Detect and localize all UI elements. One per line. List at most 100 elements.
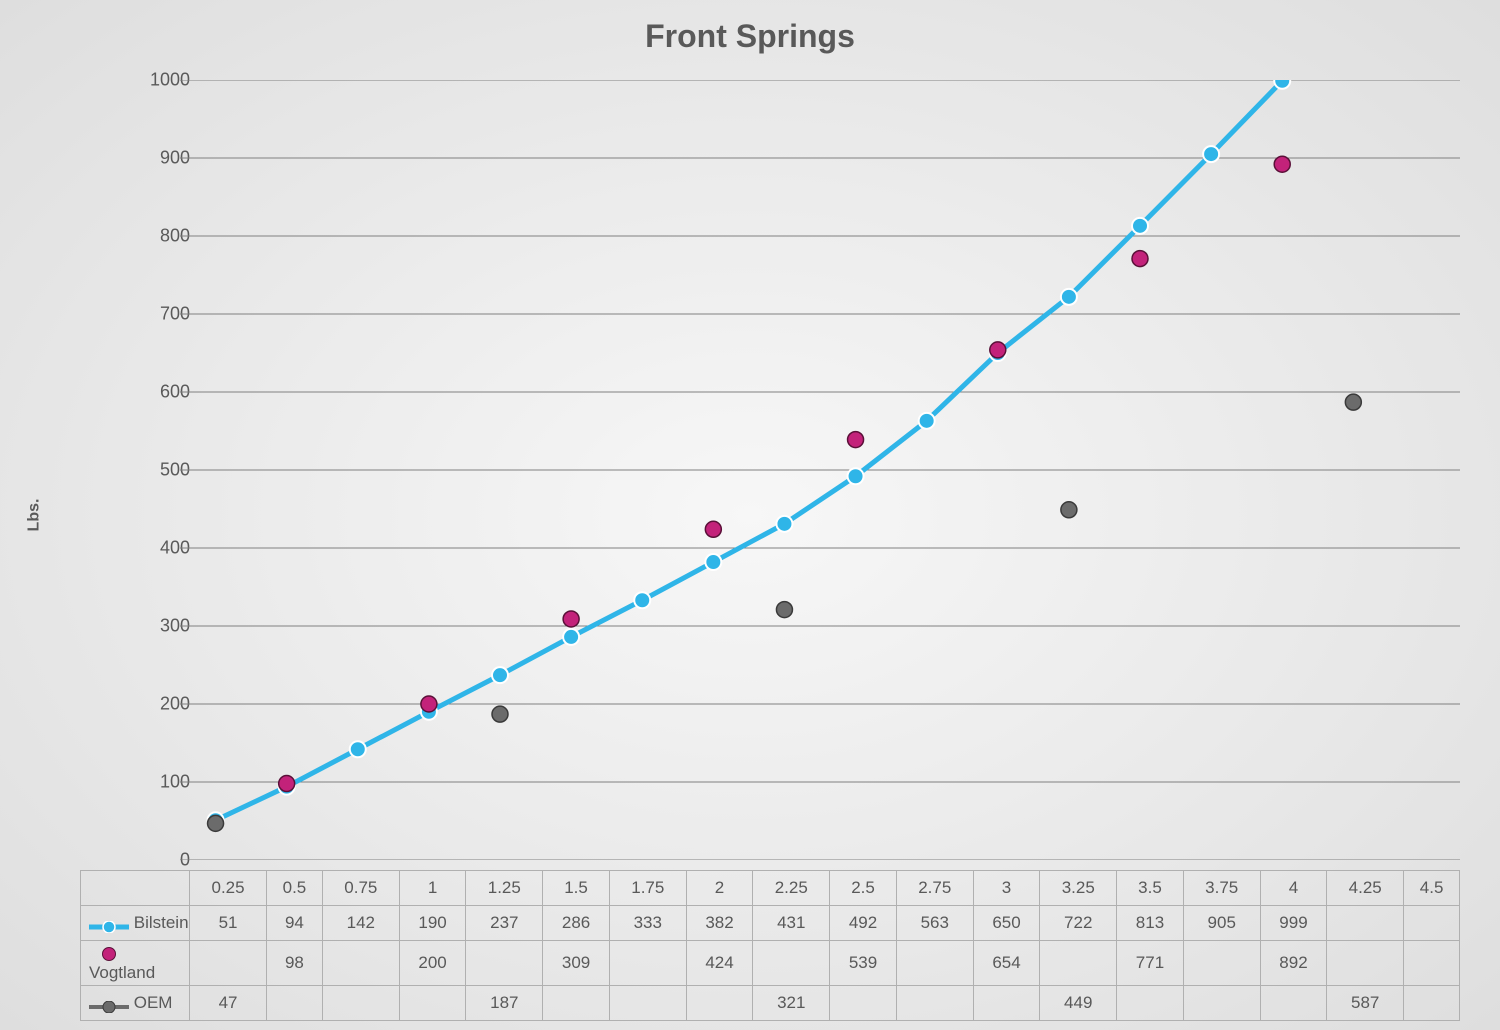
- data-cell: 650: [973, 906, 1039, 941]
- data-cell: 321: [753, 986, 830, 1021]
- data-cell: 771: [1117, 941, 1183, 986]
- data-point: [1274, 80, 1290, 89]
- data-cell: 563: [896, 906, 973, 941]
- plot-svg: [180, 80, 1460, 860]
- data-cell: [322, 941, 399, 986]
- data-cell: 286: [543, 906, 609, 941]
- data-cell: [1117, 986, 1183, 1021]
- category-cell: 4: [1260, 871, 1326, 906]
- category-cell: 0.5: [267, 871, 323, 906]
- data-point: [279, 776, 295, 792]
- data-point: [1132, 251, 1148, 267]
- data-cell: 200: [399, 941, 465, 986]
- data-cell: 333: [609, 906, 686, 941]
- data-cell: 47: [190, 986, 267, 1021]
- plot-area: [180, 80, 1460, 860]
- data-cell: [1327, 941, 1404, 986]
- category-cell: 3.75: [1183, 871, 1260, 906]
- chart-container: Front Springs Lbs. 010020030040050060070…: [0, 0, 1500, 1030]
- data-point: [492, 667, 508, 683]
- data-cell: [1404, 906, 1460, 941]
- category-cell: 3: [973, 871, 1039, 906]
- data-cell: [896, 941, 973, 986]
- data-cell: 539: [830, 941, 896, 986]
- data-cell: [543, 986, 609, 1021]
- data-cell: 492: [830, 906, 896, 941]
- data-cell: 431: [753, 906, 830, 941]
- data-cell: 722: [1040, 906, 1117, 941]
- data-cell: [322, 986, 399, 1021]
- series-header-cell: Vogtland: [81, 941, 190, 986]
- category-cell: 2.75: [896, 871, 973, 906]
- data-point: [1274, 156, 1290, 172]
- data-cell: 905: [1183, 906, 1260, 941]
- data-point: [848, 468, 864, 484]
- category-cell: 2.5: [830, 871, 896, 906]
- data-cell: 892: [1260, 941, 1326, 986]
- data-cell: 999: [1260, 906, 1326, 941]
- data-cell: 424: [686, 941, 752, 986]
- data-cell: 449: [1040, 986, 1117, 1021]
- legend-swatch-dot: [89, 948, 129, 960]
- data-cell: [1040, 941, 1117, 986]
- category-cell: 1.75: [609, 871, 686, 906]
- data-cell: [1404, 941, 1460, 986]
- category-cell: 1.25: [466, 871, 543, 906]
- data-point: [421, 696, 437, 712]
- data-point: [919, 413, 935, 429]
- data-cell: 654: [973, 941, 1039, 986]
- data-cell: 309: [543, 941, 609, 986]
- data-point: [563, 611, 579, 627]
- table-row: Bilstein51941421902372863333824314925636…: [81, 906, 1460, 941]
- category-cell: 3.5: [1117, 871, 1183, 906]
- y-axis-label: Lbs.: [25, 499, 43, 532]
- data-cell: [896, 986, 973, 1021]
- category-cell: 2: [686, 871, 752, 906]
- data-cell: 142: [322, 906, 399, 941]
- table-row: OEM47187321449587: [81, 986, 1460, 1021]
- table-row: Vogtland98200309424539654771892: [81, 941, 1460, 986]
- data-point: [1061, 502, 1077, 518]
- data-cell: 187: [466, 986, 543, 1021]
- category-cell: 3.25: [1040, 871, 1117, 906]
- series-header-cell: OEM: [81, 986, 190, 1021]
- data-cell: [1183, 986, 1260, 1021]
- data-point: [1345, 394, 1361, 410]
- data-cell: [466, 941, 543, 986]
- series-name: OEM: [134, 993, 173, 1012]
- data-point: [990, 342, 1006, 358]
- data-cell: [267, 986, 323, 1021]
- data-point: [208, 815, 224, 831]
- data-cell: [1404, 986, 1460, 1021]
- series-header-cell: Bilstein: [81, 906, 190, 941]
- data-point: [1061, 289, 1077, 305]
- data-cell: [609, 941, 686, 986]
- data-point: [492, 706, 508, 722]
- data-point: [776, 602, 792, 618]
- data-cell: 190: [399, 906, 465, 941]
- data-cell: [1260, 986, 1326, 1021]
- data-point: [563, 629, 579, 645]
- table-corner-cell: [81, 871, 190, 906]
- category-cell: 4.25: [1327, 871, 1404, 906]
- data-point: [776, 516, 792, 532]
- data-cell: [753, 941, 830, 986]
- data-cell: [973, 986, 1039, 1021]
- data-point: [1203, 146, 1219, 162]
- category-cell: 0.25: [190, 871, 267, 906]
- legend-swatch-line: [89, 918, 129, 930]
- category-cell: 4.5: [1404, 871, 1460, 906]
- data-cell: [609, 986, 686, 1021]
- category-cell: 1.5: [543, 871, 609, 906]
- data-cell: [686, 986, 752, 1021]
- category-cell: 2.25: [753, 871, 830, 906]
- data-point: [705, 554, 721, 570]
- data-cell: [830, 986, 896, 1021]
- data-cell: 382: [686, 906, 752, 941]
- data-cell: 237: [466, 906, 543, 941]
- data-point: [634, 592, 650, 608]
- data-cell: 813: [1117, 906, 1183, 941]
- data-cell: 94: [267, 906, 323, 941]
- series-line-bilstein: [216, 81, 1283, 820]
- category-cell: 0.75: [322, 871, 399, 906]
